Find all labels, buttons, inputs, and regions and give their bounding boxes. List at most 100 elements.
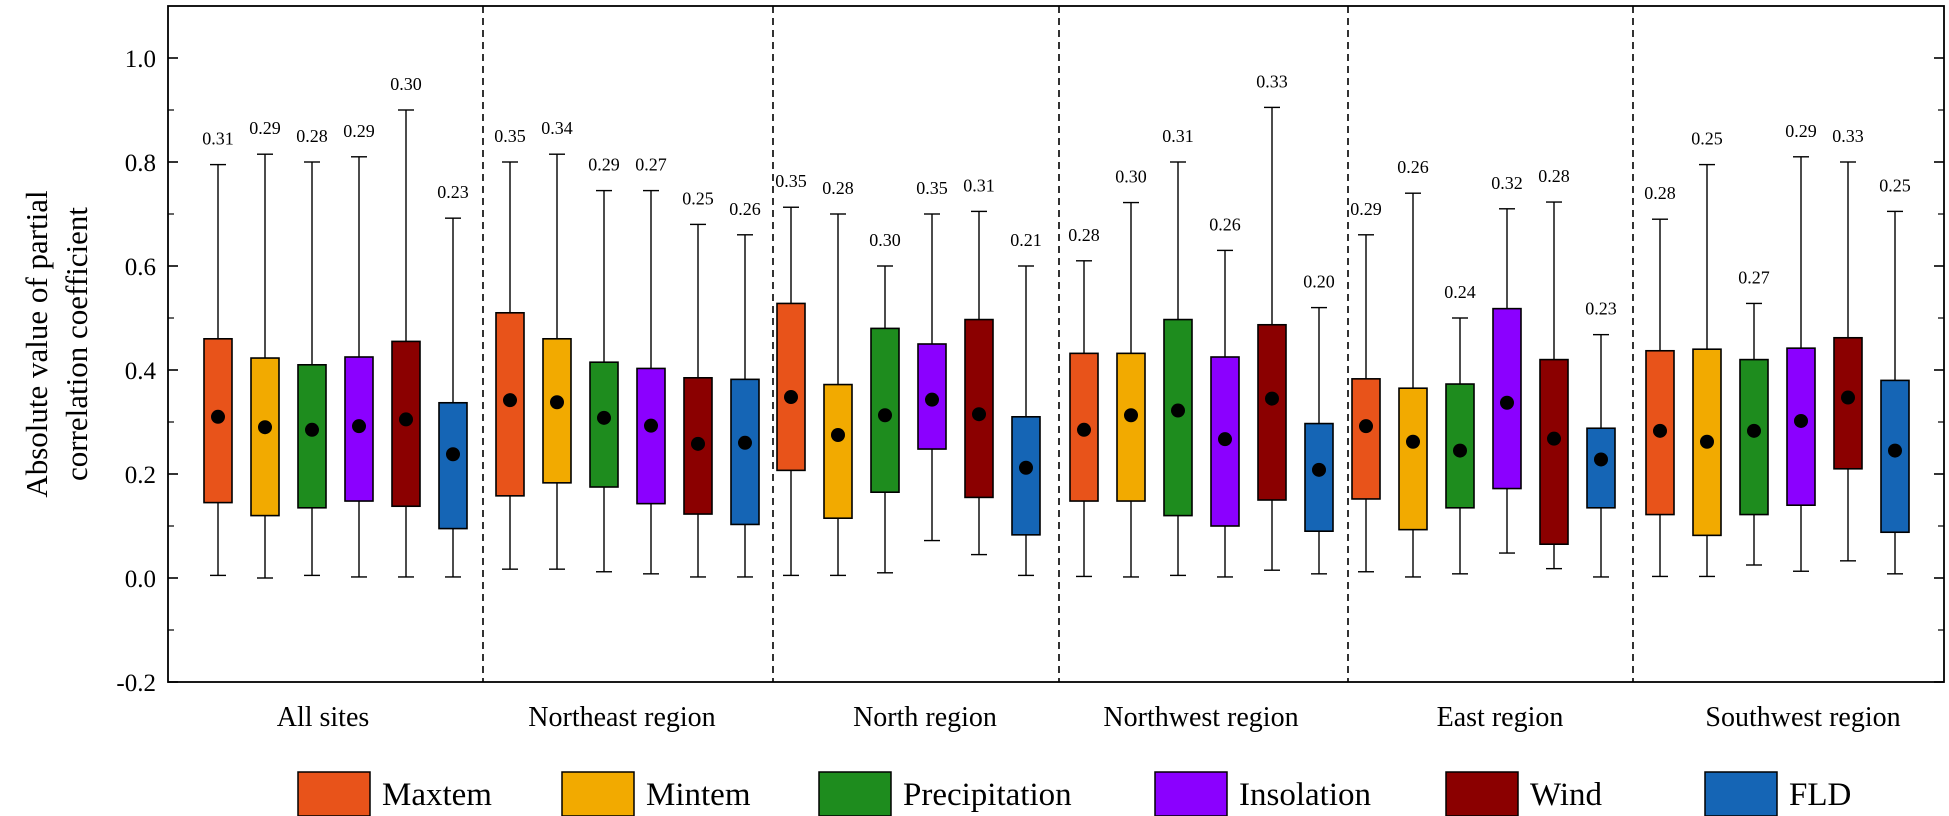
mean-marker <box>738 435 752 450</box>
mean-marker <box>784 390 798 405</box>
mean-marker <box>1019 460 1033 475</box>
mean-value-label: 0.29 <box>1785 121 1817 141</box>
legend-swatch-fld <box>1704 771 1778 816</box>
mean-marker <box>925 392 939 407</box>
legend-label-fld: FLD <box>1789 777 1851 813</box>
mean-value-label: 0.35 <box>916 178 948 198</box>
legend-swatch-insolation <box>1154 771 1228 816</box>
mean-marker <box>644 418 658 433</box>
x-group-label: Northeast region <box>528 702 715 733</box>
box-wind <box>1539 358 1569 546</box>
mean-marker <box>831 428 845 442</box>
box-maxtem <box>1069 352 1099 502</box>
mean-value-label: 0.30 <box>869 230 901 250</box>
mean-marker <box>258 420 272 435</box>
legend: Maxtem Mintem Precipitation Insolation Wind F… <box>297 771 1851 816</box>
mean-value-label: 0.31 <box>963 175 995 195</box>
mean-marker <box>1171 403 1185 418</box>
box-maxtem <box>1351 378 1381 500</box>
x-group-label: Southwest region <box>1705 702 1900 733</box>
box-insolation <box>636 367 666 505</box>
mean-value-label: 0.30 <box>390 74 422 94</box>
y-tick-label: 1.0 <box>125 46 156 73</box>
mean-value-label: 0.31 <box>1162 126 1194 146</box>
box-precipitation <box>589 361 619 488</box>
y-axis-title: Absolute value of partial correlation coe… <box>19 190 94 497</box>
mean-value-label: 0.25 <box>1879 175 1911 195</box>
mean-marker <box>211 409 225 424</box>
box-fld <box>1586 427 1616 509</box>
box-mintem <box>542 337 572 484</box>
box-fld <box>1011 415 1041 536</box>
mean-value-label: 0.23 <box>1585 299 1617 319</box>
box-fld <box>730 378 760 526</box>
legend-label-mintem: Mintem <box>646 777 751 813</box>
mean-value-label: 0.24 <box>1444 282 1476 302</box>
mean-marker <box>1794 413 1808 428</box>
mean-value-label: 0.28 <box>822 178 854 198</box>
mean-marker <box>1594 452 1608 467</box>
mean-value-label: 0.26 <box>1397 157 1429 177</box>
mean-marker <box>1312 462 1326 477</box>
mean-value-label: 0.29 <box>588 155 620 175</box>
x-group-label: All sites <box>277 702 370 733</box>
mean-value-label: 0.26 <box>1209 214 1241 234</box>
mean-value-label: 0.33 <box>1832 126 1864 146</box>
mean-marker <box>1700 434 1714 449</box>
y-tick-label: -0.2 <box>116 670 156 697</box>
legend-label-maxtem: Maxtem <box>382 777 492 813</box>
y-tick-label: 0.4 <box>125 358 157 385</box>
box-mintem <box>1398 387 1428 531</box>
mean-marker <box>1265 391 1279 406</box>
box-mintem <box>1116 352 1146 502</box>
mean-marker <box>972 407 986 422</box>
mean-value-label: 0.28 <box>1068 225 1100 245</box>
x-group-label: Northwest region <box>1103 702 1298 733</box>
y-tick-label: 0.8 <box>125 150 156 177</box>
mean-marker <box>1841 390 1855 405</box>
mean-value-label: 0.34 <box>541 118 573 138</box>
plot-area: Absolute value of partial correlation coe… <box>19 5 1945 733</box>
mean-marker <box>691 436 705 451</box>
mean-value-label: 0.25 <box>682 188 714 208</box>
legend-swatch-maxtem <box>297 771 371 816</box>
legend-swatch-precipitation <box>818 771 892 816</box>
legend-label-precipitation: Precipitation <box>903 777 1072 813</box>
box-precipitation <box>1739 358 1769 516</box>
box-maxtem <box>776 302 806 472</box>
mean-marker <box>446 447 460 462</box>
mean-marker <box>1453 443 1467 458</box>
mean-marker <box>597 410 611 425</box>
mean-marker <box>1359 419 1373 434</box>
mean-marker <box>1406 434 1420 449</box>
box-mintem <box>250 357 280 517</box>
mean-value-label: 0.26 <box>729 199 761 219</box>
mean-value-label: 0.35 <box>775 171 807 191</box>
mean-marker <box>305 422 319 437</box>
box-fld <box>438 401 468 530</box>
mean-value-label: 0.20 <box>1303 272 1335 292</box>
mean-marker <box>1077 422 1091 437</box>
mean-marker <box>352 419 366 434</box>
mean-value-label: 0.23 <box>437 182 469 202</box>
mean-value-label: 0.30 <box>1115 167 1147 187</box>
x-group-label: East region <box>1437 702 1564 733</box>
mean-marker <box>1500 395 1514 410</box>
mean-marker <box>1218 432 1232 447</box>
y-tick-label: 0.2 <box>125 462 156 489</box>
y-tick-label: 0.0 <box>125 566 156 593</box>
plot-frame <box>167 5 1945 683</box>
mean-marker <box>550 395 564 410</box>
legend-swatch-wind <box>1445 771 1519 816</box>
mean-value-label: 0.29 <box>249 118 281 138</box>
legend-swatch-mintem <box>561 771 635 816</box>
mean-marker <box>1124 408 1138 423</box>
legend-label-wind: Wind <box>1530 777 1602 813</box>
box-mintem <box>823 383 853 519</box>
mean-marker <box>878 408 892 423</box>
mean-value-label: 0.29 <box>1350 199 1382 219</box>
mean-marker <box>1747 423 1761 438</box>
mean-marker <box>1653 423 1667 438</box>
mean-value-label: 0.29 <box>343 121 375 141</box>
